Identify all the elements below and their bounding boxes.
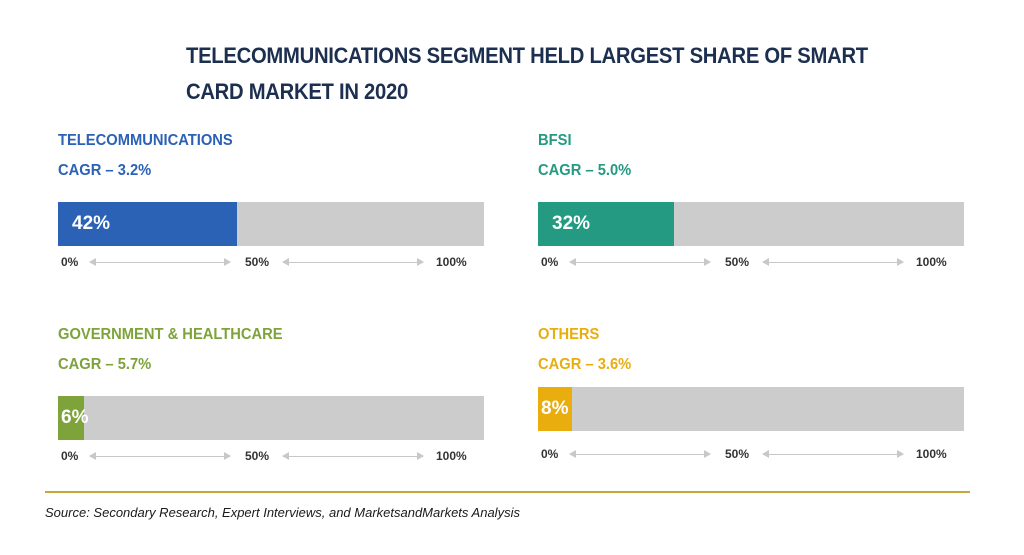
segment-cagr: CAGR – 5.7% bbox=[58, 356, 152, 373]
segment-panel-telecommunications: TELECOMMUNICATIONS CAGR – 3.2% 42% 0% 50… bbox=[58, 132, 488, 269]
segment-cagr: CAGR – 3.2% bbox=[58, 162, 152, 179]
double-arrow-icon bbox=[762, 450, 904, 458]
tick-label-100: 100% bbox=[436, 449, 467, 463]
segment-panel-bfsi: BFSI CAGR – 5.0% 32% 0% 50% 100% bbox=[538, 132, 968, 269]
tick-label-50: 50% bbox=[725, 447, 750, 461]
scale-axis: 0% 50% 100% bbox=[538, 446, 968, 462]
scale-axis: 0% 50% 100% bbox=[58, 254, 488, 270]
bar-track: 6% bbox=[58, 396, 484, 440]
bar-value-label: 42% bbox=[72, 213, 111, 234]
bar-fill-telecommunications bbox=[58, 202, 237, 246]
scale-axis: 0% 50% 100% bbox=[538, 254, 968, 270]
tick-label-100: 100% bbox=[436, 255, 467, 269]
bar-value-label: 6% bbox=[61, 407, 89, 428]
segment-cagr: CAGR – 5.0% bbox=[538, 162, 632, 179]
bar-track: 42% bbox=[58, 202, 484, 246]
scale-axis: 0% 50% 100% bbox=[58, 448, 488, 464]
segment-panel-others: OTHERS CAGR – 3.6% 8% 0% 50% 100% bbox=[538, 326, 968, 461]
segment-name: GOVERNMENT & HEALTHCARE bbox=[58, 326, 283, 343]
tick-label-0: 0% bbox=[541, 447, 559, 461]
bar-fill-others bbox=[538, 387, 573, 431]
bar-fill-government-healthcare bbox=[58, 396, 84, 440]
double-arrow-icon bbox=[569, 450, 711, 458]
segment-name: TELECOMMUNICATIONS bbox=[58, 132, 233, 149]
segment-name: OTHERS bbox=[538, 326, 600, 343]
tick-label-0: 0% bbox=[61, 255, 79, 269]
segment-panel-government-healthcare: GOVERNMENT & HEALTHCARE CAGR – 5.7% 6% 0… bbox=[58, 326, 488, 463]
chart-title: TELECOMMUNICATIONS SEGMENT HELD LARGEST … bbox=[186, 43, 868, 104]
tick-label-100: 100% bbox=[916, 255, 947, 269]
tick-label-100: 100% bbox=[916, 447, 947, 461]
bar-track: 8% bbox=[538, 387, 964, 431]
tick-label-50: 50% bbox=[245, 255, 270, 269]
source-note: Source: Secondary Research, Expert Inter… bbox=[45, 505, 520, 520]
tick-label-0: 0% bbox=[61, 449, 79, 463]
footer-divider bbox=[45, 491, 970, 493]
tick-label-50: 50% bbox=[725, 255, 750, 269]
bar-value-label: 32% bbox=[552, 213, 591, 234]
double-arrow-icon bbox=[89, 258, 231, 266]
segment-name: BFSI bbox=[538, 132, 572, 149]
bar-track: 32% bbox=[538, 202, 964, 246]
tick-label-50: 50% bbox=[245, 449, 270, 463]
segment-cagr: CAGR – 3.6% bbox=[538, 356, 632, 373]
double-arrow-icon bbox=[569, 258, 711, 266]
bar-fill-bfsi bbox=[538, 202, 675, 246]
double-arrow-icon bbox=[282, 258, 424, 266]
double-arrow-icon bbox=[282, 452, 424, 460]
tick-label-0: 0% bbox=[541, 255, 559, 269]
double-arrow-icon bbox=[762, 258, 904, 266]
double-arrow-icon bbox=[89, 452, 231, 460]
bar-value-label: 8% bbox=[541, 398, 569, 419]
